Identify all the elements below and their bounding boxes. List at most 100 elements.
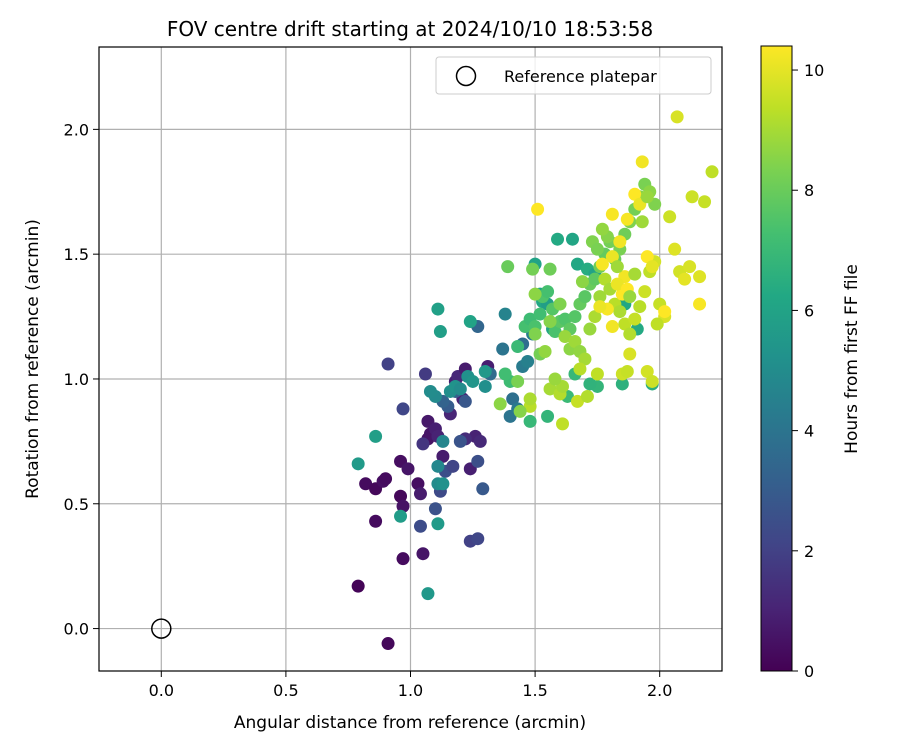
data-point xyxy=(668,242,682,256)
data-point xyxy=(685,190,699,204)
data-points xyxy=(351,110,719,651)
reference-point-marker xyxy=(151,618,172,639)
data-point xyxy=(650,317,664,331)
data-point xyxy=(573,362,587,376)
data-point xyxy=(493,397,507,411)
data-point xyxy=(476,482,490,496)
data-point xyxy=(583,322,597,336)
data-point xyxy=(605,320,619,334)
data-point xyxy=(506,392,520,406)
data-point xyxy=(436,477,450,491)
x-tick-label: 1.5 xyxy=(522,681,547,700)
data-point xyxy=(416,437,430,451)
data-point xyxy=(645,374,659,388)
data-point xyxy=(556,417,570,431)
data-point xyxy=(541,285,555,299)
data-point xyxy=(693,297,707,311)
data-point xyxy=(533,307,547,321)
data-point xyxy=(523,392,537,406)
data-point xyxy=(705,165,719,179)
data-point xyxy=(521,354,535,368)
data-point xyxy=(670,110,684,124)
data-point xyxy=(396,402,410,416)
data-point xyxy=(431,302,445,316)
data-point xyxy=(351,579,365,593)
data-point xyxy=(498,367,512,381)
data-point xyxy=(433,325,447,339)
data-point xyxy=(511,340,525,354)
data-point xyxy=(394,489,408,503)
data-point xyxy=(351,457,365,471)
data-point xyxy=(628,187,642,201)
data-point xyxy=(683,260,697,274)
data-point xyxy=(640,190,654,204)
data-point xyxy=(605,250,619,264)
colorbar-label: Hours from first FF file xyxy=(842,264,862,454)
data-point xyxy=(620,212,634,226)
data-point xyxy=(436,449,450,463)
data-point xyxy=(418,367,432,381)
colorbar-tick-label: 8 xyxy=(804,181,814,200)
data-point xyxy=(471,454,485,468)
colorbar-tick-label: 4 xyxy=(804,422,814,441)
legend: Reference platepar xyxy=(435,56,712,95)
data-point xyxy=(583,377,597,391)
data-point xyxy=(543,262,557,276)
y-tick-label: 1.0 xyxy=(64,370,89,389)
data-point xyxy=(513,404,527,418)
data-point xyxy=(413,487,427,501)
x-tick-label: 0.5 xyxy=(273,681,298,700)
data-point xyxy=(436,434,450,448)
data-point xyxy=(635,215,649,229)
data-point xyxy=(431,459,445,473)
data-point xyxy=(558,330,572,344)
data-point xyxy=(698,195,712,209)
data-point xyxy=(610,260,624,274)
data-point xyxy=(396,499,410,513)
x-tick-label: 0.0 xyxy=(149,681,174,700)
y-axis-ticks: 0.0 0.5 1.0 1.5 2.0 xyxy=(64,120,99,639)
data-point xyxy=(394,509,408,523)
colorbar-tick-label: 0 xyxy=(804,662,814,681)
data-point xyxy=(473,434,487,448)
data-point xyxy=(628,312,642,326)
data-point xyxy=(548,325,562,339)
data-point xyxy=(428,502,442,516)
colorbar: 0 2 4 6 8 10 Hours from first FF file xyxy=(760,45,862,681)
data-point xyxy=(446,459,460,473)
data-point xyxy=(453,382,467,396)
data-point xyxy=(458,394,472,408)
x-tick-label: 1.0 xyxy=(398,681,423,700)
data-point xyxy=(678,272,692,286)
data-point xyxy=(593,300,607,314)
legend-label: Reference platepar xyxy=(504,67,657,86)
data-point xyxy=(640,250,654,264)
data-point xyxy=(580,389,594,403)
data-point xyxy=(593,290,607,304)
colorbar-tick-label: 6 xyxy=(804,301,814,320)
data-point xyxy=(413,519,427,533)
data-point xyxy=(538,345,552,359)
y-axis-label: Rotation from reference (arcmin) xyxy=(23,219,43,499)
data-point xyxy=(623,327,637,341)
data-point xyxy=(620,364,634,378)
colorbar-ticks: 0 2 4 6 8 10 xyxy=(792,61,824,681)
legend-box xyxy=(435,56,712,95)
data-point xyxy=(396,552,410,566)
data-point xyxy=(633,300,647,314)
grid-lines xyxy=(99,47,722,671)
data-point xyxy=(381,357,395,371)
data-point xyxy=(463,315,477,329)
data-point xyxy=(511,374,525,388)
data-point xyxy=(663,210,677,224)
data-point xyxy=(369,514,383,528)
data-point xyxy=(645,260,659,274)
data-point xyxy=(471,532,485,546)
data-point xyxy=(359,477,373,491)
data-point xyxy=(615,377,629,391)
data-point xyxy=(588,310,602,324)
data-point xyxy=(595,222,609,236)
data-point xyxy=(379,472,393,486)
x-axis-ticks: 0.0 0.5 1.0 1.5 2.0 xyxy=(149,671,672,700)
